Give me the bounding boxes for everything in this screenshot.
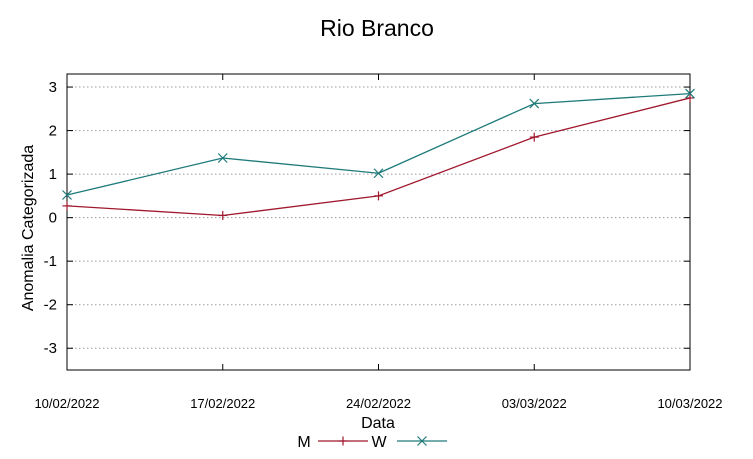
x-tick-label: 10/02/2022 bbox=[34, 396, 99, 411]
x-tick-label: 24/02/2022 bbox=[346, 396, 411, 411]
data-point-w bbox=[62, 190, 72, 200]
y-tick-label: -1 bbox=[44, 253, 57, 270]
data-point-m bbox=[218, 210, 228, 220]
data-point-m bbox=[374, 191, 383, 201]
grid-lines bbox=[67, 86, 690, 349]
y-tick-label: -2 bbox=[44, 297, 57, 314]
legend-marker-m bbox=[338, 436, 348, 446]
data-point-w bbox=[529, 98, 540, 109]
legend-label-m: M bbox=[297, 434, 310, 451]
x-tick-label: 17/02/2022 bbox=[190, 396, 255, 411]
legend-label-w: W bbox=[371, 434, 387, 451]
y-axis-label: Anomalia Categorizada bbox=[20, 145, 37, 311]
data-point-m bbox=[529, 132, 539, 142]
y-axis-ticks: -3 -2 -1 0 1 2 3 bbox=[44, 79, 690, 357]
data-point-w bbox=[685, 88, 695, 99]
data-point-w bbox=[373, 168, 384, 179]
y-tick-label: 2 bbox=[49, 123, 57, 140]
y-tick-label: 3 bbox=[49, 79, 57, 96]
y-tick-label: 1 bbox=[49, 166, 57, 183]
x-axis-label: Data bbox=[361, 415, 395, 432]
x-tick-label: 03/03/2022 bbox=[502, 396, 567, 411]
plot-frame bbox=[66, 73, 691, 371]
data-point-m bbox=[685, 93, 695, 103]
x-axis-ticks: 10/02/2022 17/02/2022 24/02/2022 03/03/2022… bbox=[34, 74, 723, 411]
y-tick-label: 0 bbox=[49, 210, 57, 227]
data-point-m bbox=[62, 201, 72, 211]
y-tick-label: -3 bbox=[44, 340, 57, 357]
data-point-w bbox=[217, 153, 228, 163]
legend-marker-w bbox=[417, 436, 427, 446]
x-tick-label: 10/03/2022 bbox=[657, 396, 722, 411]
chart-title: Rio Branco bbox=[320, 15, 434, 41]
series-line-w bbox=[66, 92, 691, 196]
series-lines bbox=[62, 88, 695, 220]
